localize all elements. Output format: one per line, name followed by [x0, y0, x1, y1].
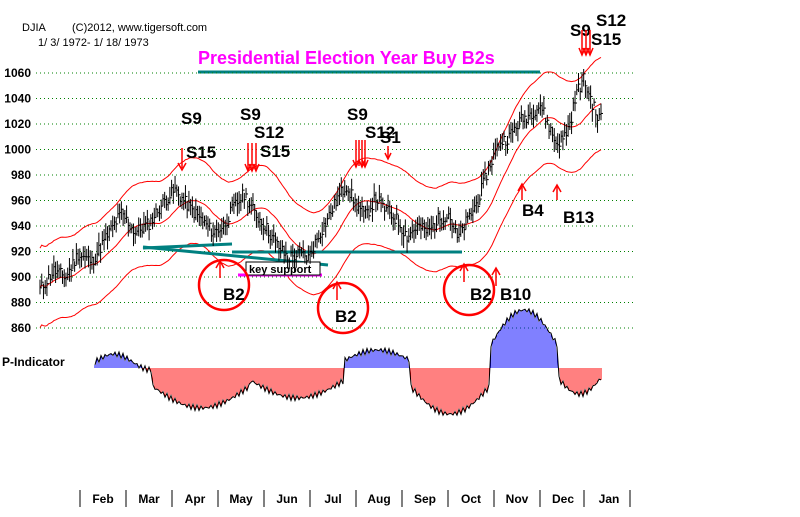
lower-band	[39, 149, 602, 328]
signal-label: S9	[181, 109, 202, 128]
y-tick-label: 980	[11, 168, 31, 182]
grid-layer	[36, 72, 635, 329]
copyright-label: (C)2012, www.tigersoft.com	[72, 22, 207, 34]
signal-label: S1	[380, 128, 401, 147]
signal-label: S12	[596, 11, 626, 30]
month-label: Nov	[506, 492, 529, 506]
sell-arrow-cluster	[578, 30, 594, 57]
y-tick-label: 960	[11, 194, 31, 208]
signal-label: B2	[335, 307, 357, 326]
sell-arrow-cluster	[244, 143, 260, 173]
month-label: Oct	[461, 492, 481, 506]
buy-arrow-head	[491, 266, 501, 276]
moving-average	[39, 103, 602, 289]
indicator-label: P-Indicator	[2, 355, 65, 369]
month-label: Aug	[367, 492, 390, 506]
y-axis: 860 880 900 920 940 960 980 1000 1020 1040 1060	[4, 66, 31, 335]
signal-label: S9	[240, 105, 261, 124]
chart-title: Presidential Election Year Buy B2s	[198, 48, 495, 68]
month-label: Apr	[185, 492, 206, 506]
signal-label: B4	[522, 201, 544, 220]
symbol-label: DJIA	[22, 22, 47, 34]
b2-circle	[197, 258, 251, 312]
key-support-label: key support	[249, 264, 312, 276]
signal-label: S15	[186, 143, 216, 162]
sell-arrow-head	[177, 162, 187, 172]
month-label: Jul	[324, 492, 341, 506]
y-tick-label: 1000	[4, 143, 31, 157]
signal-label: S15	[591, 30, 621, 49]
key-support-box	[245, 261, 321, 276]
sell-arrow-cluster	[352, 140, 392, 169]
date-range-label: 1/ 3/ 1972- 1/ 18/ 1973	[38, 37, 149, 49]
buy-arrow-head	[332, 280, 342, 290]
signal-label: S12	[365, 123, 395, 142]
upper-band	[39, 56, 602, 249]
buy-arrow-head	[215, 259, 225, 269]
month-label: May	[229, 492, 253, 506]
month-label: Dec	[552, 492, 574, 506]
month-label: Mar	[138, 492, 160, 506]
y-tick-label: 1020	[4, 117, 31, 131]
buy-arrow-head	[517, 182, 527, 192]
buy-arrow-head	[459, 262, 469, 272]
signal-label: S9	[570, 21, 591, 40]
signal-label: B10	[500, 285, 531, 304]
month-label: Sep	[414, 492, 436, 506]
month-label: Jun	[276, 492, 297, 506]
signal-label: S15	[260, 142, 290, 161]
buy-arrow-head	[552, 183, 562, 193]
signal-layer: S9 S15 S9 S12 S15 S9 S12 S1 S9 S12	[177, 11, 626, 335]
x-axis: Feb Mar Apr May Jun Jul Aug Sep Oct Nov Dec Jan	[79, 490, 631, 507]
signal-label: B2	[470, 285, 492, 304]
y-tick-label: 900	[11, 270, 31, 284]
indicator-outline	[94, 307, 602, 417]
b2-circle	[316, 281, 370, 335]
signal-label: S9	[347, 105, 368, 124]
signal-label: S12	[254, 123, 284, 142]
signal-label: B13	[563, 208, 594, 227]
y-tick-label: 860	[11, 321, 31, 335]
month-label: Jan	[599, 492, 620, 506]
y-tick-label: 940	[11, 219, 31, 233]
b2-circle	[442, 263, 496, 317]
y-tick-label: 880	[11, 296, 31, 310]
y-tick-label: 920	[11, 245, 31, 259]
price-bars	[39, 68, 603, 300]
y-tick-label: 1040	[4, 92, 31, 106]
signal-label: B2	[223, 285, 245, 304]
month-label: Feb	[92, 492, 113, 506]
trendlines: key support	[142, 242, 462, 277]
p-indicator	[94, 307, 602, 417]
y-tick-label: 1060	[4, 66, 31, 80]
